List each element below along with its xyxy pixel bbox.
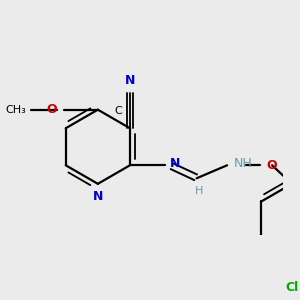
Text: H: H <box>194 186 203 196</box>
Text: N: N <box>125 74 135 87</box>
Text: N: N <box>93 190 103 203</box>
Text: O: O <box>46 103 57 116</box>
Text: C: C <box>114 106 122 116</box>
Text: Cl: Cl <box>285 281 298 294</box>
Text: CH₃: CH₃ <box>5 105 26 115</box>
Text: O: O <box>266 159 277 172</box>
Text: N: N <box>170 157 180 170</box>
Text: NH: NH <box>234 157 253 170</box>
